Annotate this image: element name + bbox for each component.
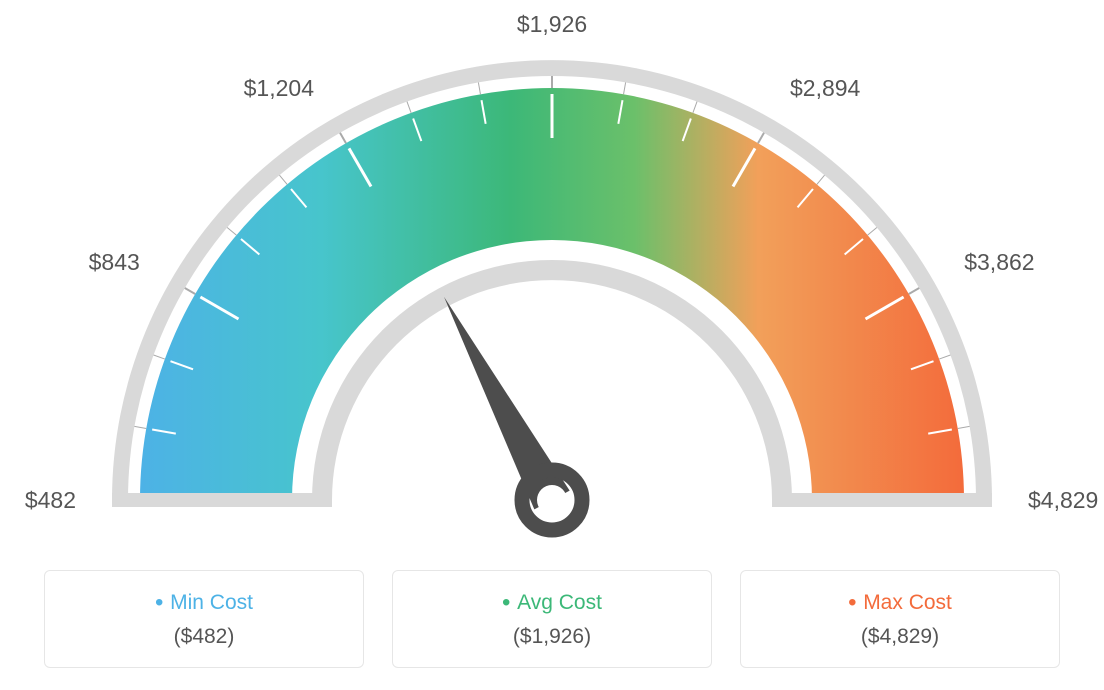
- gauge-rim-tick: [909, 288, 919, 294]
- gauge-rim-tick: [817, 175, 825, 184]
- gauge-rim-tick: [227, 227, 236, 235]
- gauge-rim-tick: [868, 227, 877, 235]
- gauge-tick-label: $2,894: [790, 75, 861, 101]
- gauge-rim-tick: [154, 355, 165, 359]
- gauge-rim-tick: [478, 82, 480, 94]
- legend-label-min: Min Cost: [55, 589, 353, 617]
- legend-row: Min Cost ($482) Avg Cost ($1,926) Max Co…: [0, 570, 1104, 668]
- gauge-rim-tick: [758, 133, 764, 143]
- gauge-tick-label: $843: [89, 249, 140, 275]
- gauge-tick-label: $1,204: [244, 75, 315, 101]
- gauge-needle-hub-hole: [537, 485, 567, 515]
- gauge-svg: $482 $843 $1,204 $1,926 $2,894 $3,862 $4,829: [0, 0, 1104, 560]
- gauge-rim-tick: [624, 82, 626, 94]
- gauge-tick-label: $1,926: [517, 11, 587, 37]
- gauge-color-arc: [140, 88, 964, 500]
- gauge-rim-tick: [340, 133, 346, 143]
- gauge-rim-tick: [185, 288, 195, 294]
- gauge-tick-label: $3,862: [964, 249, 1034, 275]
- legend-label-avg: Avg Cost: [403, 589, 701, 617]
- gauge-rim-tick: [939, 355, 950, 359]
- gauge-rim-tick: [279, 175, 287, 184]
- legend-value-avg: ($1,926): [403, 625, 701, 649]
- legend-card-max: Max Cost ($4,829): [740, 570, 1060, 668]
- gauge-tick-label: $482: [25, 487, 76, 513]
- cost-gauge-chart: $482 $843 $1,204 $1,926 $2,894 $3,862 $4,829: [0, 0, 1104, 560]
- legend-card-min: Min Cost ($482): [44, 570, 364, 668]
- legend-card-avg: Avg Cost ($1,926): [392, 570, 712, 668]
- gauge-rim-tick: [407, 102, 411, 113]
- gauge-rim-tick: [134, 426, 146, 428]
- legend-value-max: ($4,829): [751, 625, 1049, 649]
- legend-value-min: ($482): [55, 625, 353, 649]
- legend-label-max: Max Cost: [751, 589, 1049, 617]
- gauge-tick-label: $4,829: [1028, 487, 1098, 513]
- gauge-rim-tick: [958, 426, 970, 428]
- gauge-rim-tick: [693, 102, 697, 113]
